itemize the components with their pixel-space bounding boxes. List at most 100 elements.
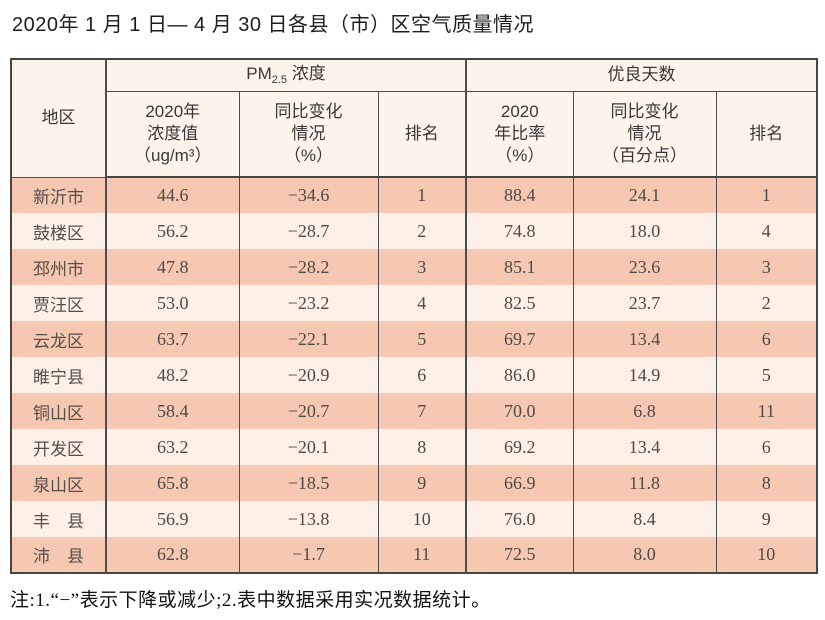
cell-good_rank: 10 (715, 537, 818, 573)
cell-pm25_rank: 1 (377, 177, 467, 213)
cell-region: 睢宁县 (10, 357, 107, 393)
cell-pm25_value: 48.2 (105, 357, 240, 393)
cell-region: 邳州市 (10, 249, 107, 285)
cell-good_ratio: 88.4 (465, 177, 574, 213)
cell-pm25_value: 63.2 (105, 429, 240, 465)
cell-pm25_rank: 9 (377, 465, 467, 501)
cell-good_change: 13.4 (572, 429, 717, 465)
table-row: 沛 县 62.8 −1.7 11 72.5 8.0 10 (10, 537, 818, 573)
table-body: 新沂市 44.6 −34.6 1 88.4 24.1 1 鼓楼区 56.2 −28.7 2 74.8 1… (10, 177, 818, 573)
header-good-ratio: 2020 年比率 （%） (465, 91, 574, 178)
cell-good_change: 14.9 (572, 357, 717, 393)
cell-good_rank: 5 (715, 357, 818, 393)
pm25-label-prefix: PM (246, 64, 272, 84)
cell-good_ratio: 66.9 (465, 465, 574, 501)
air-quality-table: 地区 PM2.5 浓度 优良天数 2020年 浓度值 （ug/m³） 同比变化 … (10, 58, 819, 574)
table-row: 贾汪区 53.0 −23.2 4 82.5 23.7 2 (10, 285, 818, 321)
cell-pm25_change: −20.9 (238, 357, 379, 393)
cell-pm25_value: 56.2 (105, 213, 240, 249)
table-row: 云龙区 63.7 −22.1 5 69.7 13.4 6 (10, 321, 818, 357)
cell-pm25_rank: 6 (377, 357, 467, 393)
cell-good_ratio: 85.1 (465, 249, 574, 285)
cell-good_ratio: 70.0 (465, 393, 574, 429)
cell-good_ratio: 72.5 (465, 537, 574, 573)
table-row: 铜山区 58.4 −20.7 7 70.0 6.8 11 (10, 393, 818, 429)
cell-good_change: 11.8 (572, 465, 717, 501)
pm25-label-suffix: 浓度 (287, 64, 326, 84)
cell-pm25_value: 62.8 (105, 537, 240, 573)
cell-pm25_rank: 8 (377, 429, 467, 465)
cell-good_rank: 3 (715, 249, 818, 285)
cell-good_rank: 4 (715, 213, 818, 249)
table-row: 鼓楼区 56.2 −28.7 2 74.8 18.0 4 (10, 213, 818, 249)
cell-good_change: 8.0 (572, 537, 717, 573)
cell-good_change: 18.0 (572, 213, 717, 249)
cell-pm25_change: −23.2 (238, 285, 379, 321)
cell-good_change: 23.6 (572, 249, 717, 285)
cell-good_ratio: 74.8 (465, 213, 574, 249)
pm25-label-subscript: 2.5 (271, 74, 288, 87)
cell-pm25_rank: 3 (377, 249, 467, 285)
cell-region: 新沂市 (10, 177, 107, 213)
cell-region: 沛 县 (10, 537, 107, 573)
cell-good_rank: 6 (715, 429, 818, 465)
cell-region: 丰 县 (10, 501, 107, 537)
cell-good_ratio: 69.2 (465, 429, 574, 465)
cell-good_change: 13.4 (572, 321, 717, 357)
cell-pm25_rank: 4 (377, 285, 467, 321)
cell-pm25_value: 56.9 (105, 501, 240, 537)
cell-pm25_rank: 7 (377, 393, 467, 429)
cell-region: 泉山区 (10, 465, 107, 501)
cell-region: 贾汪区 (10, 285, 107, 321)
cell-pm25_change: −18.5 (238, 465, 379, 501)
cell-pm25_change: −22.1 (238, 321, 379, 357)
table-header: 地区 PM2.5 浓度 优良天数 2020年 浓度值 （ug/m³） 同比变化 … (10, 58, 818, 178)
cell-pm25_value: 53.0 (105, 285, 240, 321)
cell-pm25_value: 58.4 (105, 393, 240, 429)
header-good-change: 同比变化 情况 （百分点） (572, 91, 717, 178)
table-row: 新沂市 44.6 −34.6 1 88.4 24.1 1 (10, 177, 818, 213)
header-region: 地区 (10, 58, 107, 178)
header-group-pm25: PM2.5 浓度 (105, 58, 467, 92)
cell-good_ratio: 76.0 (465, 501, 574, 537)
cell-pm25_change: −13.8 (238, 501, 379, 537)
footnote: 注:1.“−”表示下降或减少;2.表中数据采用实况数据统计。 (10, 590, 491, 611)
header-group-good-days: 优良天数 (465, 58, 818, 92)
cell-pm25_change: −34.6 (238, 177, 379, 213)
header-pm25-value: 2020年 浓度值 （ug/m³） (105, 91, 240, 178)
cell-region: 开发区 (10, 429, 107, 465)
table-row: 丰 县 56.9 −13.8 10 76.0 8.4 9 (10, 501, 818, 537)
table-row: 睢宁县 48.2 −20.9 6 86.0 14.9 5 (10, 357, 818, 393)
page-title: 2020年 1 月 1 日— 4 月 30 日各县（市）区空气质量情况 (12, 14, 535, 36)
cell-good_rank: 2 (715, 285, 818, 321)
cell-good_change: 23.7 (572, 285, 717, 321)
cell-region: 铜山区 (10, 393, 107, 429)
cell-pm25_rank: 10 (377, 501, 467, 537)
cell-good_rank: 11 (715, 393, 818, 429)
cell-pm25_value: 47.8 (105, 249, 240, 285)
cell-good_rank: 6 (715, 321, 818, 357)
cell-pm25_change: −20.1 (238, 429, 379, 465)
cell-good_ratio: 86.0 (465, 357, 574, 393)
cell-pm25_change: −20.7 (238, 393, 379, 429)
header-group-row: 地区 PM2.5 浓度 优良天数 (10, 58, 818, 178)
cell-good_change: 6.8 (572, 393, 717, 429)
cell-region: 鼓楼区 (10, 213, 107, 249)
header-sub-row: 2020年 浓度值 （ug/m³） 同比变化 情况 （%） 排名 2020 年比… (11, 91, 818, 178)
cell-pm25_value: 44.6 (105, 177, 240, 213)
cell-pm25_change: −28.2 (238, 249, 379, 285)
cell-good_ratio: 69.7 (465, 321, 574, 357)
cell-pm25_rank: 11 (377, 537, 467, 573)
cell-pm25_rank: 2 (377, 213, 467, 249)
cell-pm25_rank: 5 (377, 321, 467, 357)
cell-good_rank: 8 (715, 465, 818, 501)
cell-good_change: 24.1 (572, 177, 717, 213)
header-pm25-rank: 排名 (377, 91, 467, 178)
cell-pm25_value: 63.7 (105, 321, 240, 357)
cell-good_ratio: 82.5 (465, 285, 574, 321)
cell-pm25_change: −28.7 (238, 213, 379, 249)
header-good-rank: 排名 (715, 91, 818, 178)
table-row: 泉山区 65.8 −18.5 9 66.9 11.8 8 (10, 465, 818, 501)
cell-region: 云龙区 (10, 321, 107, 357)
table-row: 开发区 63.2 −20.1 8 69.2 13.4 6 (10, 429, 818, 465)
